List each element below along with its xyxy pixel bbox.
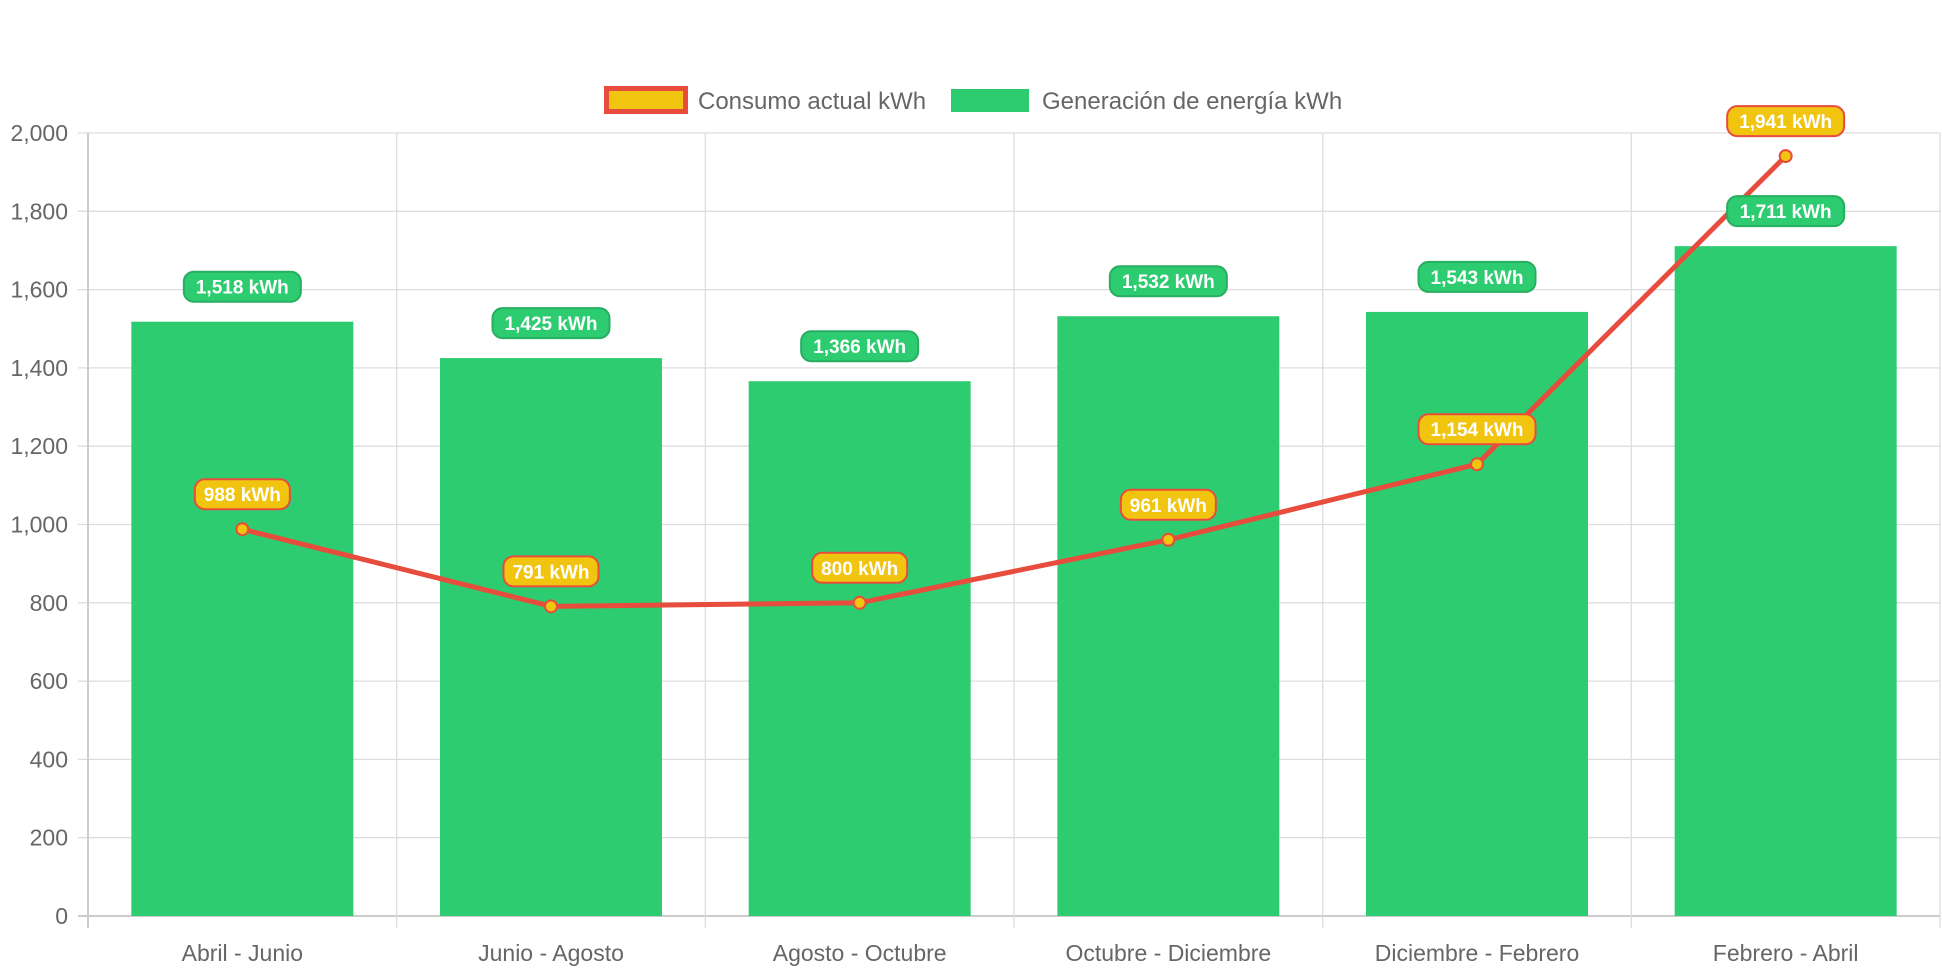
y-tick-label: 1,400 [10,355,68,381]
bars [131,246,1897,916]
consumption-point[interactable] [1778,149,1793,164]
consumption-data-label: 1,154 kWh [1431,420,1524,441]
consumption-data-label-badge [1417,413,1537,446]
consumption-point[interactable] [1470,457,1484,472]
axes: 0 200 400 600 800 1,000 1,200 1,400 1,600 1,800 2,… [10,120,1858,966]
data-labels: 1,518 kWh 1,425 kWh 1,366 kWh 1,532 kWh 1,54… [182,105,1846,588]
y-tick-label: 1,000 [10,512,68,538]
consumption-point[interactable] [1161,532,1176,547]
consumption-point[interactable] [544,599,558,614]
consumption-line-path [241,154,1788,609]
consumption-data-label-badge [811,551,909,584]
consumption-data-label: 1,941 kWh [1739,112,1832,133]
y-tick-label: 200 [30,825,68,851]
y-tick-label: 600 [30,668,68,694]
legend-swatch-consumption[interactable] [604,86,688,114]
y-tick-label: 2,000 [10,120,68,146]
generation-data-label-badge [800,330,920,363]
legend-label-generation[interactable]: Generación de energía kWh [1042,88,1342,115]
y-tick-label: 1,200 [10,433,68,459]
x-tick-label: Octubre - Diciembre [1065,940,1271,966]
x-tick-label: Junio - Agosto [478,940,624,966]
consumption-data-label-badge [502,555,600,588]
y-tick-label: 400 [30,746,68,772]
consumption-data-label: 961 kWh [1130,496,1207,517]
generation-data-label-badge [182,270,302,303]
generation-data-label-badge [1417,260,1537,293]
generation-data-label-badge [1726,195,1846,228]
consumption-line [235,149,1793,614]
consumption-data-label: 800 kWh [821,559,898,580]
generation-data-label: 1,711 kWh [1740,202,1832,223]
generation-bar[interactable] [1057,316,1280,916]
y-tick-label: 0 [55,903,68,929]
x-tick-label: Agosto - Octubre [773,940,947,966]
legend-swatch-generation[interactable] [951,89,1029,112]
generation-bar[interactable] [1674,246,1897,916]
consumption-data-label-badge [1726,105,1846,138]
generation-bar[interactable] [440,358,662,916]
y-tick-label: 800 [30,590,68,616]
generation-data-label: 1,425 kWh [505,314,598,335]
consumption-point[interactable] [852,595,867,610]
consumption-point[interactable] [235,522,250,537]
generation-bar[interactable] [1366,311,1588,916]
consumption-data-label: 791 kWh [512,562,589,583]
generation-bar[interactable] [131,321,354,916]
generation-data-label: 1,518 kWh [196,278,289,299]
consumption-data-label-badge [193,478,291,511]
generation-bar[interactable] [748,381,971,916]
x-tick-label: Febrero - Abril [1713,940,1859,966]
x-tick-label: Abril - Junio [182,940,303,966]
legend[interactable]: Consumo actual kWh Generación de energía… [604,86,1343,115]
legend-label-consumption[interactable]: Consumo actual kWh [698,88,926,115]
consumption-data-label: 988 kWh [204,485,281,506]
x-tick-label: Diciembre - Febrero [1375,940,1580,966]
y-tick-label: 1,600 [10,277,68,303]
generation-data-label-badge [1108,265,1228,298]
generation-data-label: 1,532 kWh [1122,272,1215,293]
generation-data-label: 1,543 kWh [1431,268,1524,289]
grid [78,132,1941,928]
generation-data-label: 1,366 kWh [813,337,906,358]
generation-data-label-badge [491,307,611,340]
consumption-data-label-badge [1119,488,1217,521]
y-tick-label: 1,800 [10,198,68,224]
